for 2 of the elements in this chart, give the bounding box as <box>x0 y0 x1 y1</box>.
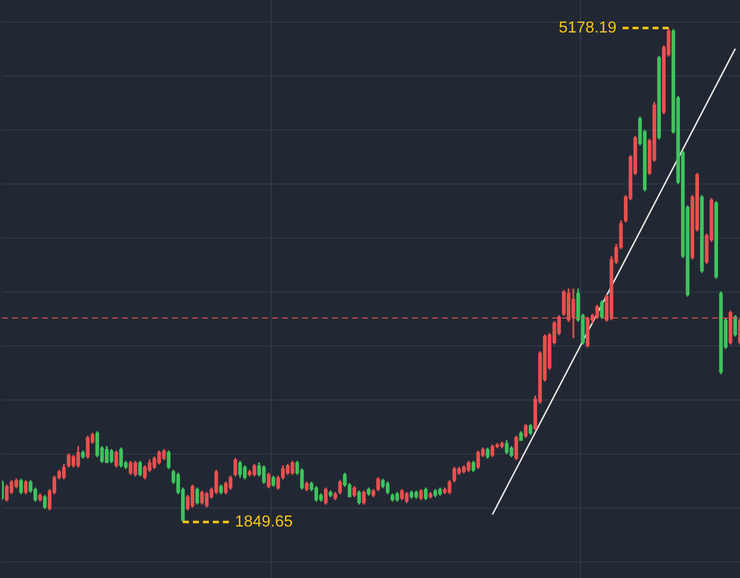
annotation: 1849.65 <box>234 513 293 530</box>
annotation: 5178.19 <box>558 19 617 36</box>
